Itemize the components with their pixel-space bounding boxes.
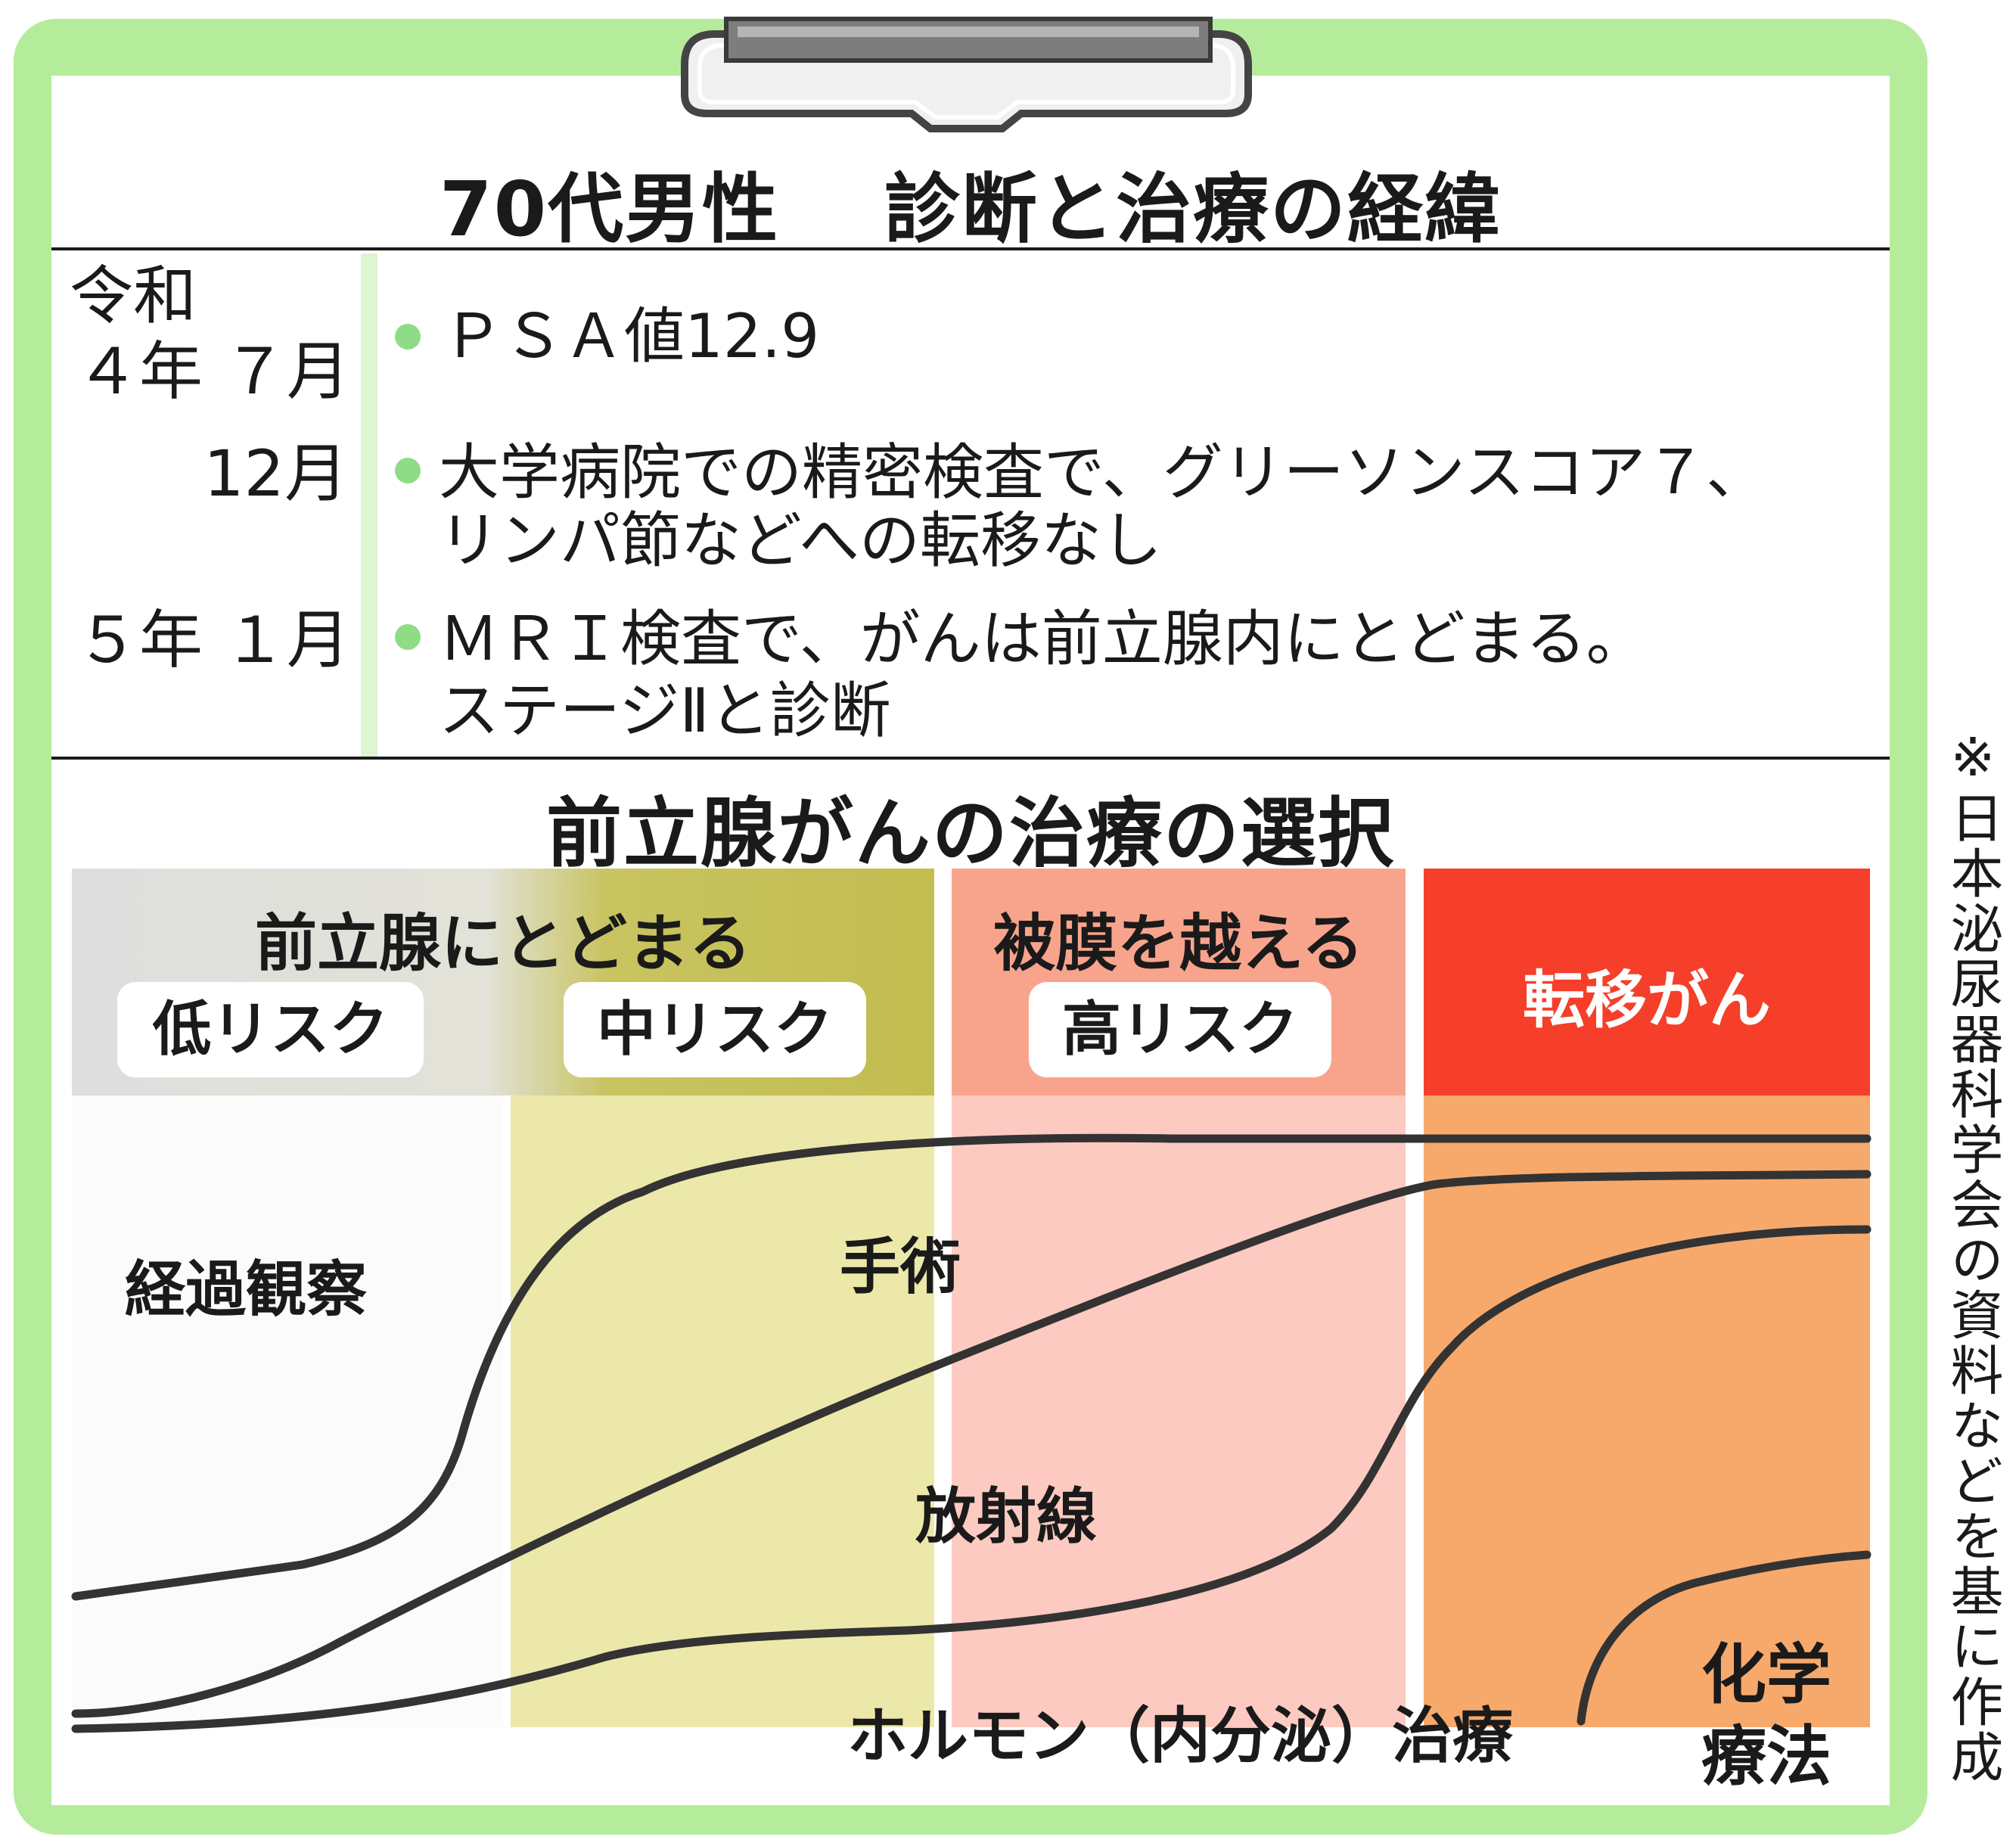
bullet-icon	[395, 324, 421, 350]
timeline-date: ４年 ７月	[76, 334, 350, 409]
risk-mid-badge: 中リスク	[564, 982, 866, 1077]
observation-zone	[72, 1096, 503, 1727]
timeline-event: ＰＳＡ値12.9	[443, 301, 820, 371]
timeline-separator	[361, 253, 377, 757]
clipboard-clip-icon	[681, 17, 1252, 132]
treatment-options-title: 前立腺がんの治療の選択	[546, 789, 1395, 878]
chemo-curve	[1576, 1550, 1872, 1726]
label-radiation: 放射線	[915, 1481, 1097, 1552]
risk-high-badge: 高リスク	[1029, 982, 1331, 1077]
section-divider	[51, 757, 1890, 760]
hormone-curve	[71, 1225, 1872, 1733]
diagnosis-history-title: 70代男性 診断と治療の経緯	[440, 165, 1502, 253]
category-extracapsular: 被膜を越える	[993, 908, 1364, 980]
label-observation: 経過観察	[125, 1254, 367, 1325]
timeline-event: リンパ節などへの転移なし	[439, 505, 1162, 576]
timeline-era: 令和	[70, 259, 197, 333]
bullet-icon	[395, 624, 421, 650]
label-surgery: 手術	[840, 1232, 961, 1302]
timeline-event: ＭＲＩ検査で、がんは前立腺内にとどまる。	[439, 604, 1647, 674]
source-note: ※日本泌尿器科学会の資料などを基に作成	[1942, 726, 2004, 1785]
bullet-icon	[395, 458, 421, 483]
middle-risk-zone	[511, 1096, 934, 1727]
label-chemo: 化学 療法	[1701, 1637, 1831, 1795]
category-contained: 前立腺にとどまる	[254, 908, 751, 980]
radiation-curve	[71, 1170, 1872, 1718]
surgery-curve	[71, 1133, 1872, 1601]
label-hormone: ホルモン（内分泌）治療	[847, 1701, 1513, 1771]
timeline-date: ５年 １月	[76, 603, 350, 677]
metastatic-zone	[1424, 1096, 1870, 1727]
timeline-event: 大学病院での精密検査で、グリーソンスコア７、	[439, 437, 1767, 508]
high-risk-zone	[952, 1096, 1406, 1727]
timeline-date: 12月	[203, 437, 348, 511]
risk-low-badge: 低リスク	[117, 982, 424, 1077]
category-metastatic: 転移がん	[1522, 965, 1771, 1036]
title-divider	[51, 247, 1890, 250]
metastatic-header-band	[1424, 869, 1870, 1096]
timeline-event: ステージⅡと診断	[439, 676, 891, 746]
